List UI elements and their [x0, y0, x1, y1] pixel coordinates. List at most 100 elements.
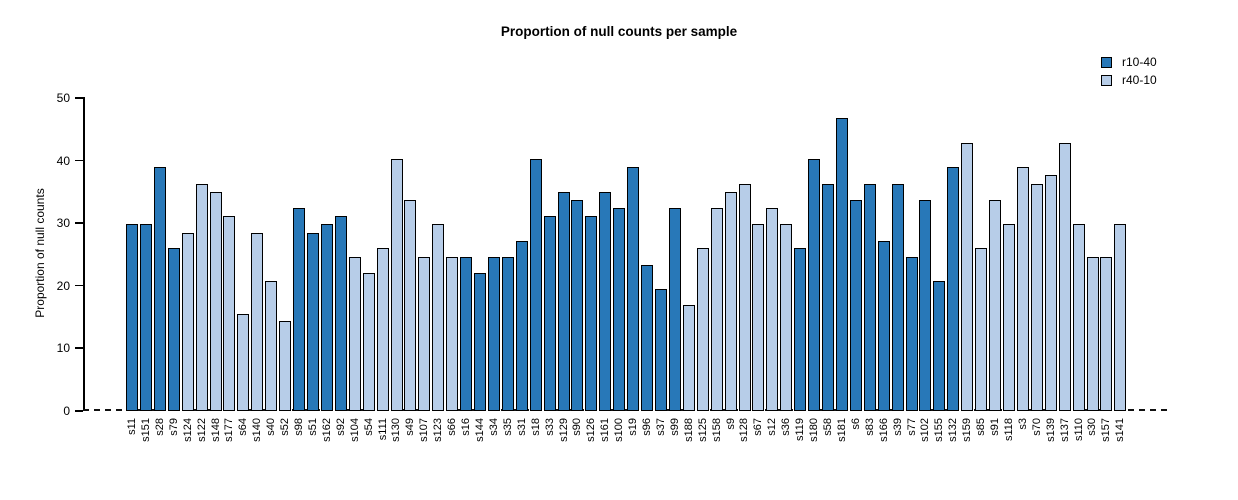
bar-label: s130: [390, 418, 403, 442]
y-axis-tick-label: 10: [56, 341, 70, 356]
bar: [877, 241, 890, 411]
bar: [139, 224, 152, 411]
bar-label: s83: [863, 418, 876, 436]
bar: [835, 118, 848, 411]
bar-label: s159: [961, 418, 974, 442]
bar: [418, 257, 431, 411]
bar: [474, 273, 486, 411]
y-axis-tick: [75, 347, 83, 349]
bar-label: s67: [752, 418, 765, 436]
bar: [167, 248, 180, 411]
bar: [961, 143, 974, 411]
bar: [1030, 184, 1043, 411]
bar-label: s180: [808, 418, 821, 442]
bar: [181, 233, 194, 411]
bar: [682, 305, 695, 411]
bar-label: s110: [1072, 418, 1085, 442]
bar-label: s66: [446, 418, 459, 436]
bar: [251, 233, 264, 411]
y-axis-tick: [75, 159, 83, 162]
bar-label: s158: [710, 418, 723, 442]
legend-swatch-r40-10: [1101, 74, 1112, 86]
bar: [362, 273, 375, 411]
bar-label: s124: [181, 418, 194, 442]
bar: [460, 257, 473, 411]
bar: [794, 248, 807, 411]
bar-label: s118: [1002, 418, 1015, 442]
bar: [1016, 167, 1029, 411]
bar-label: s9: [724, 418, 737, 430]
bar-label: s30: [1086, 418, 1099, 436]
bar: [320, 224, 333, 411]
bar: [613, 208, 626, 411]
legend-item-r40-10: r40-10: [1101, 74, 1157, 86]
bar: [237, 314, 250, 411]
bar: [334, 216, 347, 411]
legend-label: r40-10: [1122, 73, 1157, 87]
bar: [975, 248, 988, 411]
bar-label: s49: [404, 418, 417, 436]
bar: [307, 233, 319, 411]
bar: [293, 208, 305, 411]
bar-label: s151: [139, 418, 152, 442]
bar-label: s181: [835, 418, 848, 442]
bar: [376, 248, 389, 411]
bar-label: s166: [877, 418, 890, 442]
bar-label: s64: [237, 418, 250, 436]
bar-label: s91: [989, 418, 1002, 436]
bar: [446, 257, 459, 411]
bar: [599, 192, 612, 411]
bar: [209, 192, 222, 411]
bar-label: s16: [460, 418, 473, 436]
bar: [195, 184, 208, 411]
bar: [905, 257, 918, 411]
y-axis-tick-label: 30: [56, 216, 70, 231]
y-axis-tick-label: 40: [56, 153, 70, 168]
bar: [668, 208, 681, 411]
bar: [404, 200, 417, 411]
bar: [696, 248, 709, 411]
bar-label: s100: [613, 418, 626, 442]
bar: [501, 257, 514, 411]
legend-label: r10-40: [1122, 55, 1157, 69]
bar: [863, 184, 876, 411]
bar-label: s157: [1100, 418, 1113, 442]
bar-label: s58: [822, 418, 834, 436]
bar: [947, 167, 960, 411]
y-axis-tick: [75, 97, 83, 99]
bar-label: s125: [696, 418, 709, 442]
legend-swatch-r10-40: [1101, 56, 1112, 68]
bar-label: s70: [1030, 418, 1043, 436]
bar-label: s34: [487, 418, 500, 436]
bar: [1003, 224, 1015, 411]
bar-label: s35: [501, 418, 514, 436]
bar-label: s144: [474, 418, 486, 442]
bar-label: s3: [1016, 418, 1029, 430]
bar-label: s132: [947, 418, 960, 442]
bar: [738, 184, 751, 411]
y-axis-tick: [75, 222, 83, 224]
bar: [655, 289, 667, 411]
bar-label: s33: [543, 418, 556, 436]
legend-item-r10-40: r10-40: [1101, 56, 1157, 68]
legend: r10-40 r40-10: [1101, 56, 1157, 86]
bar-label: s119: [794, 418, 807, 442]
bar: [752, 224, 765, 411]
bar-label: s37: [654, 418, 667, 436]
bar-label: s140: [251, 418, 264, 442]
bar: [710, 208, 723, 411]
bar-label: s123: [432, 418, 445, 442]
bar: [627, 167, 640, 411]
bar: [891, 184, 904, 411]
bar-label: s162: [320, 418, 333, 442]
bar-label: s40: [265, 418, 278, 436]
y-axis-title: Proportion of null counts: [33, 188, 47, 318]
bar: [919, 200, 932, 411]
bar: [126, 224, 138, 411]
bar-label: s31: [515, 418, 528, 436]
bar-label: s36: [780, 418, 793, 436]
bar-label: s148: [209, 418, 222, 442]
y-axis-tick-label: 0: [63, 404, 70, 418]
bar: [571, 200, 584, 411]
bar: [585, 216, 598, 411]
